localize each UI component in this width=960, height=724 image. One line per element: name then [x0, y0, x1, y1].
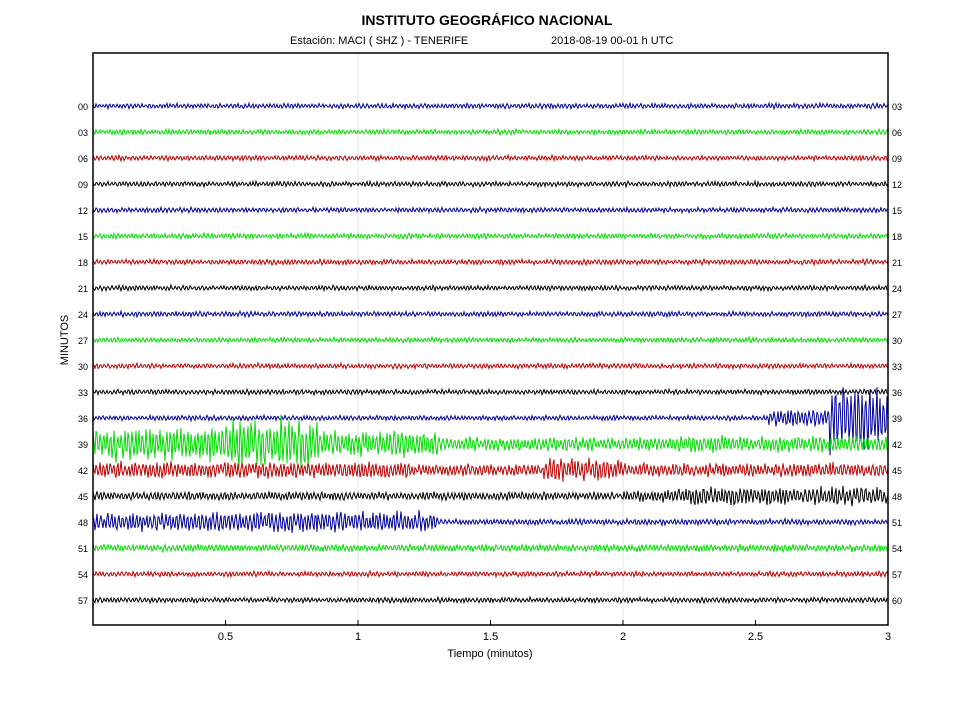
left-time-label: 57 — [78, 596, 88, 606]
seismic-trace-00 — [92, 101, 889, 111]
seismic-trace-33 — [92, 387, 889, 397]
right-time-label: 15 — [892, 206, 902, 216]
left-time-label: 24 — [78, 310, 88, 320]
left-time-label: 06 — [78, 154, 88, 164]
left-time-label: 30 — [78, 362, 88, 372]
seismic-trace-42 — [92, 457, 889, 482]
right-time-label: 06 — [892, 128, 902, 138]
right-time-label: 54 — [892, 544, 902, 554]
right-time-label: 27 — [892, 310, 902, 320]
right-time-label: 03 — [892, 102, 902, 112]
right-time-label: 24 — [892, 284, 902, 294]
seismic-trace-27 — [92, 335, 889, 345]
seismic-trace-51 — [92, 542, 889, 554]
right-time-label: 60 — [892, 596, 902, 606]
x-tick-label: 2 — [620, 631, 626, 643]
left-time-label: 54 — [78, 570, 88, 580]
seismic-trace-06 — [92, 153, 889, 163]
left-time-label: 48 — [78, 518, 88, 528]
seismic-trace-15 — [92, 231, 889, 241]
seismic-trace-24 — [92, 309, 889, 319]
right-time-label: 45 — [892, 466, 902, 476]
right-time-label: 12 — [892, 180, 902, 190]
left-time-label: 39 — [78, 440, 88, 450]
seismic-trace-21 — [92, 283, 889, 293]
chart-title: INSTITUTO GEOGRÁFICO NACIONAL — [362, 12, 613, 28]
left-time-label: 36 — [78, 414, 88, 424]
right-time-label: 30 — [892, 336, 902, 346]
x-tick-label: 0.5 — [218, 631, 233, 643]
seismic-trace-09 — [92, 179, 889, 189]
right-time-label: 39 — [892, 414, 902, 424]
left-time-label: 21 — [78, 284, 88, 294]
left-time-label: 00 — [78, 102, 88, 112]
seismic-trace-48 — [92, 510, 889, 533]
left-time-label: 18 — [78, 258, 88, 268]
x-tick-label: 1 — [355, 631, 361, 643]
right-time-label: 42 — [892, 440, 902, 450]
right-time-label: 09 — [892, 154, 902, 164]
x-tick-label: 2.5 — [748, 631, 763, 643]
left-time-label: 09 — [78, 180, 88, 190]
seismic-trace-39 — [92, 414, 889, 469]
seismic-trace-54 — [92, 569, 889, 579]
y-axis-label: MINUTOS — [59, 315, 71, 366]
left-time-label: 33 — [78, 388, 88, 398]
left-time-label: 15 — [78, 232, 88, 242]
left-time-label: 45 — [78, 492, 88, 502]
x-axis-label: Tiempo (minutos) — [447, 648, 532, 660]
right-time-label: 18 — [892, 232, 902, 242]
seismic-trace-57 — [92, 595, 889, 605]
left-time-label: 51 — [78, 544, 88, 554]
station-label: Estación: MACI ( SHZ ) - TENERIFE — [290, 35, 468, 47]
left-time-label: 27 — [78, 336, 88, 346]
left-time-label: 03 — [78, 128, 88, 138]
date-label: 2018-08-19 00-01 h UTC — [551, 35, 673, 47]
seismic-trace-45 — [92, 485, 889, 507]
seismic-trace-30 — [92, 361, 889, 371]
x-tick-label: 3 — [885, 631, 891, 643]
left-time-label: 42 — [78, 466, 88, 476]
right-time-label: 36 — [892, 388, 902, 398]
right-time-label: 48 — [892, 492, 902, 502]
left-time-label: 12 — [78, 206, 88, 216]
right-time-label: 51 — [892, 518, 902, 528]
x-tick-label: 1.5 — [483, 631, 498, 643]
seismic-trace-18 — [92, 257, 889, 267]
seismic-trace-12 — [92, 205, 889, 215]
seismic-trace-03 — [92, 127, 889, 137]
right-time-label: 57 — [892, 570, 902, 580]
seismic-trace-36 — [92, 387, 889, 456]
right-time-label: 21 — [892, 258, 902, 268]
right-time-label: 33 — [892, 362, 902, 372]
